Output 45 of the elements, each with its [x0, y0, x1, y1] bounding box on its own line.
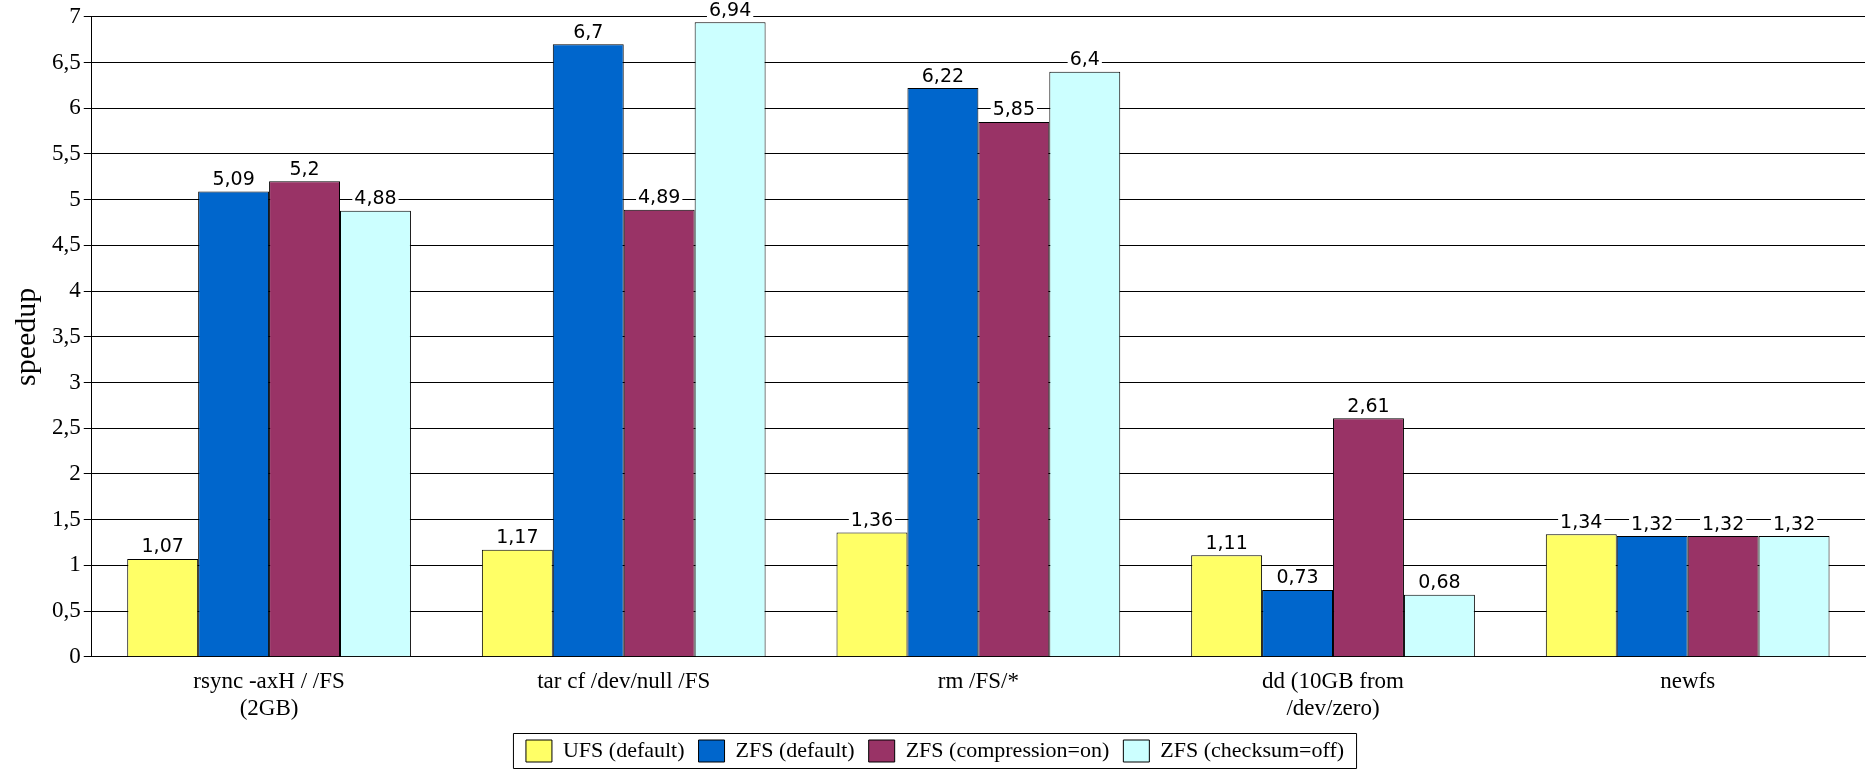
- y-tick-label: 5: [69, 185, 81, 211]
- data-label: 4,88: [354, 186, 397, 209]
- data-label: 5,85: [992, 97, 1035, 120]
- y-tick-label: 1: [69, 551, 81, 577]
- y-tick-label: 6,5: [52, 48, 81, 74]
- legend-label: ZFS (checksum=off): [1160, 736, 1345, 762]
- y-tick-label: 4: [69, 277, 82, 303]
- y-tick-label: 5,5: [52, 139, 81, 165]
- data-label: 5,2: [289, 156, 320, 179]
- x-tick-label: newfs: [1660, 667, 1716, 693]
- data-label: 5,09: [212, 166, 255, 189]
- data-label: 1,32: [1701, 511, 1745, 534]
- data-label: 1,11: [1205, 530, 1248, 553]
- x-tick-label: rm /FS/*: [937, 667, 1019, 693]
- y-tick-label: 3,5: [52, 322, 81, 348]
- x-tick-label: rsync -axH / /FS (2GB): [193, 667, 345, 721]
- data-label: 1,17: [496, 525, 539, 548]
- y-tick-label: 2: [69, 459, 81, 485]
- y-axis-title: speedup: [7, 287, 41, 386]
- data-label: 1,32: [1631, 511, 1674, 534]
- y-tick-label: 7: [69, 2, 81, 28]
- legend-label: UFS (default): [562, 736, 685, 762]
- y-tick-label: 3: [69, 368, 81, 394]
- data-label: 6,94: [708, 0, 752, 20]
- data-label: 0,68: [1418, 570, 1461, 593]
- legend-label: ZFS (compression=on): [905, 736, 1110, 762]
- x-tick-label: tar cf /dev/null /FS: [537, 667, 711, 693]
- y-tick-label: 0: [69, 642, 81, 668]
- data-label: 1,34: [1560, 509, 1603, 532]
- x-tick-label: dd (10GB from /dev/zero): [1262, 667, 1405, 721]
- y-tick-label: 6: [69, 94, 81, 120]
- data-label: 2,61: [1347, 393, 1390, 416]
- y-tick-label: 1,5: [52, 505, 81, 531]
- data-label: 6,22: [921, 63, 965, 86]
- data-label: 4,89: [638, 185, 681, 208]
- y-tick-label: 2,5: [52, 414, 81, 440]
- data-label: 1,36: [850, 507, 894, 530]
- data-label: 0,73: [1276, 565, 1319, 588]
- data-label: 6,7: [573, 19, 604, 42]
- data-label: 1,07: [141, 534, 184, 557]
- y-tick-label: 0,5: [52, 597, 81, 623]
- data-label: 1,32: [1772, 511, 1816, 534]
- data-label: 6,4: [1069, 47, 1100, 70]
- legend-label: ZFS (default): [735, 736, 855, 762]
- y-tick-label: 4,5: [52, 231, 81, 257]
